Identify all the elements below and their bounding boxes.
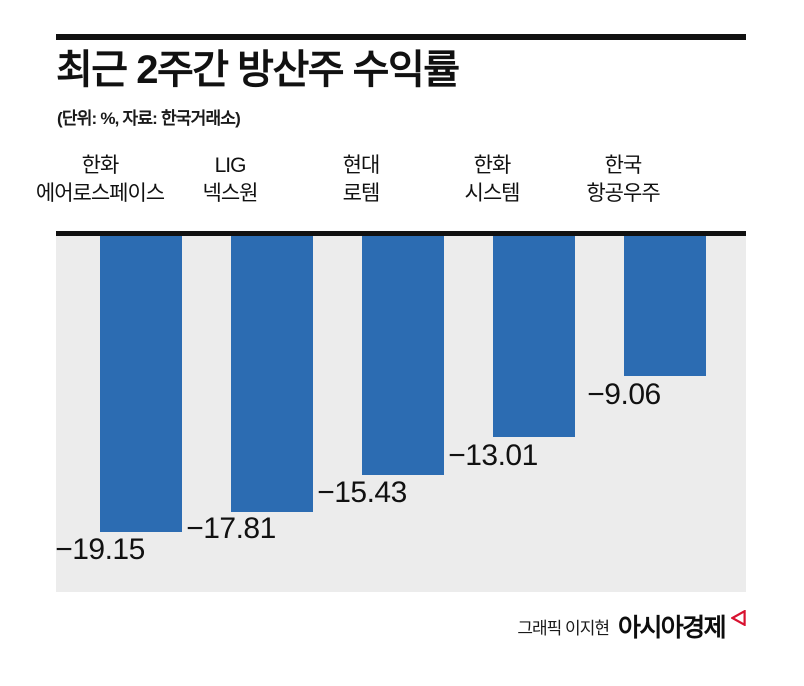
bar-0 bbox=[100, 236, 182, 533]
flag-mark-icon bbox=[731, 610, 746, 626]
value-label-3: −13.01 bbox=[448, 439, 538, 472]
category-label-line2: 항공우주 bbox=[586, 181, 660, 205]
category-label-line1: LIG bbox=[214, 154, 247, 177]
category-label-line2: 에어로스페이스 bbox=[35, 181, 165, 205]
category-label-1: LIG 넥스원 bbox=[165, 152, 295, 207]
category-label-line2: 넥스원 bbox=[202, 181, 259, 205]
value-label-0: −19.15 bbox=[55, 533, 145, 566]
brand-name: 아시아경제 bbox=[617, 614, 727, 642]
category-label-line2: 로템 bbox=[342, 181, 381, 205]
chart-subtitle: (단위: %, 자료: 한국거래소) bbox=[57, 109, 241, 128]
footer-credit: 그래픽 이지현 아시아경제 bbox=[517, 608, 746, 644]
value-label-4: −9.06 bbox=[587, 378, 661, 411]
category-label-2: 현대 로템 bbox=[296, 152, 426, 207]
header-rule bbox=[56, 34, 746, 40]
page-title: 최근 2주간 방산주 수익률 bbox=[56, 48, 460, 92]
category-label-line1: 한국 bbox=[604, 154, 643, 177]
category-label-3: 한화 시스템 bbox=[427, 152, 557, 207]
category-label-line1: 한화 bbox=[473, 154, 512, 177]
bar-4 bbox=[624, 236, 706, 377]
value-label-1: −17.81 bbox=[186, 512, 276, 545]
category-label-4: 한국 항공우주 bbox=[558, 152, 688, 207]
bar-1 bbox=[231, 236, 313, 512]
category-label-line1: 한화 bbox=[81, 154, 120, 177]
category-label-0: 한화 에어로스페이스 bbox=[35, 152, 165, 207]
zero-axis-line bbox=[56, 231, 746, 236]
bar-2 bbox=[362, 236, 444, 475]
category-label-line1: 현대 bbox=[342, 154, 381, 177]
bar-3 bbox=[493, 236, 575, 438]
graphic-credit-text: 그래픽 이지현 bbox=[517, 618, 610, 638]
value-label-2: −15.43 bbox=[317, 476, 407, 509]
category-label-line2: 시스템 bbox=[464, 181, 521, 205]
